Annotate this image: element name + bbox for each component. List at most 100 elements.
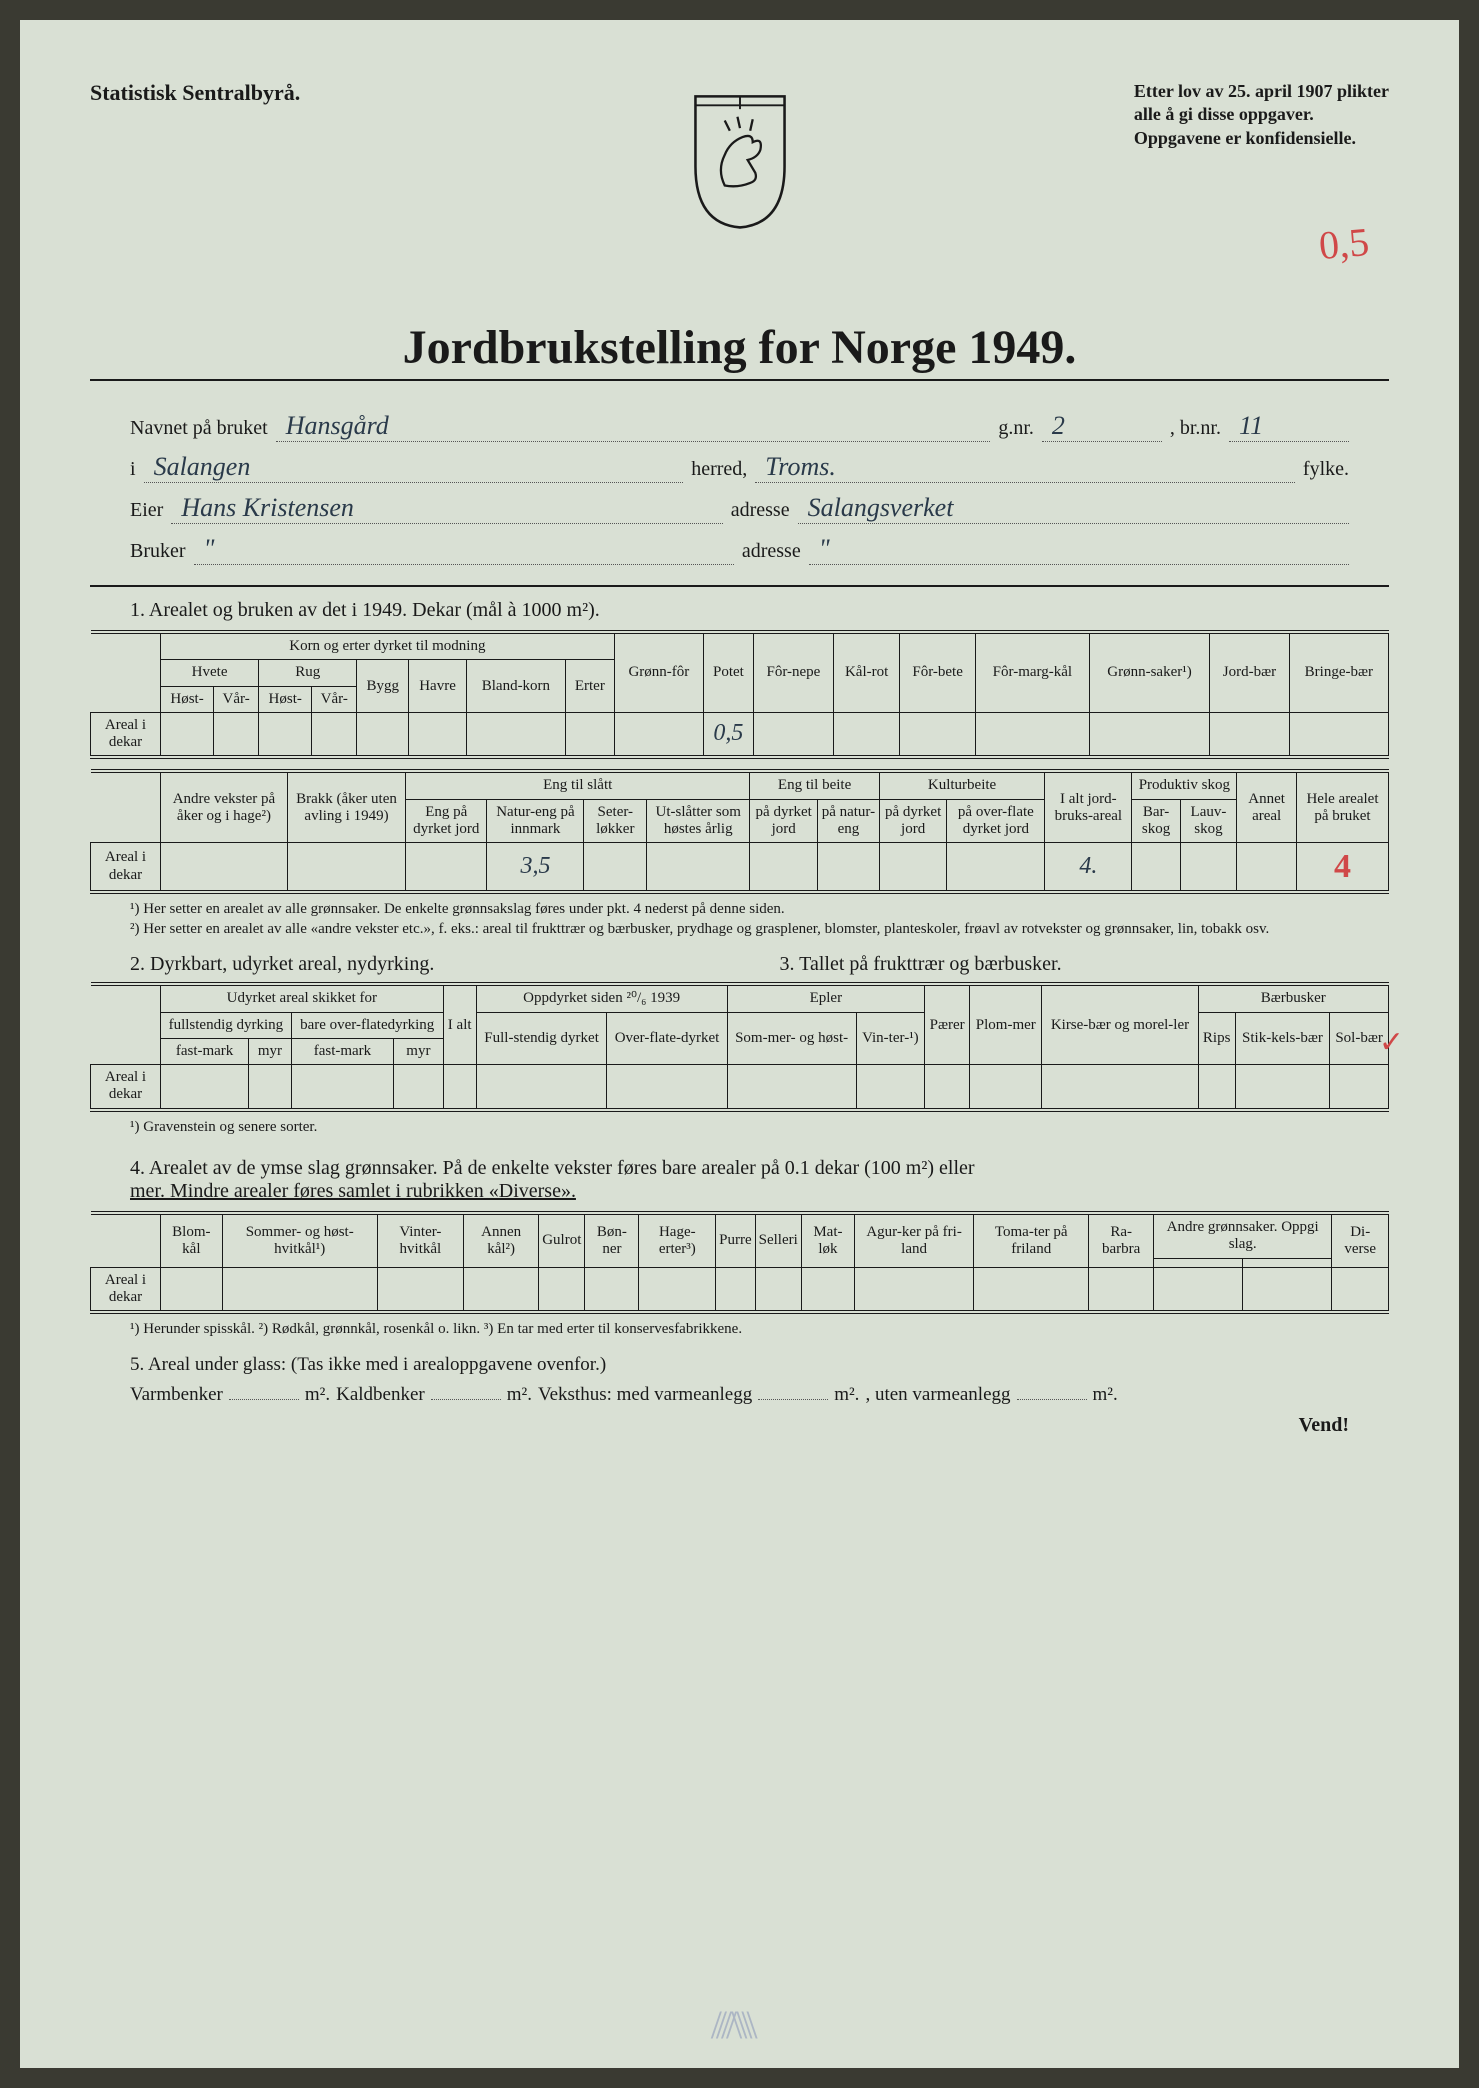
bruker-field: "	[194, 534, 734, 565]
vinterkal-header: Vinter-hvitkål	[377, 1213, 463, 1267]
brnr-field: 11	[1229, 411, 1349, 442]
cell	[539, 1267, 585, 1312]
potet-value: 0,5	[704, 712, 754, 757]
eng-slatt-group: Eng til slått	[406, 771, 750, 799]
cell	[1198, 1065, 1235, 1110]
veksthus-uten-field	[1017, 1399, 1087, 1400]
cell	[585, 1267, 639, 1312]
over-dyrket-header: Over-flate-dyrket	[607, 1012, 727, 1065]
forbete-header: Fôr-bete	[900, 632, 976, 712]
stikkels-header: Stik-kels-bær	[1235, 1012, 1329, 1065]
cell	[222, 1267, 377, 1312]
fastmark-2-header: fast-mark	[291, 1038, 393, 1064]
cell	[1089, 712, 1209, 757]
lauvskog-header: Lauv-skog	[1180, 799, 1237, 843]
cell	[716, 1267, 756, 1312]
cell	[970, 1065, 1042, 1110]
barskog-header: Bar-skog	[1132, 799, 1180, 843]
cell	[900, 712, 976, 757]
page-title: Jordbrukstelling for Norge 1949.	[90, 320, 1389, 381]
cell	[1235, 1065, 1329, 1110]
myr-2-header: myr	[394, 1038, 444, 1064]
brnr-label: , br.nr.	[1170, 417, 1221, 440]
cell	[214, 712, 259, 757]
cell	[647, 843, 750, 893]
cell	[476, 1065, 607, 1110]
kaldbenker-label: Kaldbenker	[336, 1384, 425, 1406]
bare-overflate-header: bare over-flatedyrking	[291, 1012, 443, 1038]
cell	[1210, 712, 1289, 757]
jordbar-header: Jord-bær	[1210, 632, 1289, 712]
potet-header: Potet	[704, 632, 754, 712]
eng-beite-group: Eng til beite	[750, 771, 879, 799]
kultur-dyrket-header: på dyrket jord	[879, 799, 947, 843]
annenkal-header: Annen kål²)	[464, 1213, 539, 1267]
hele-arealet-value: 4	[1296, 843, 1388, 893]
section-2-3-headings: 2. Dyrkbart, udyrket areal, nydyrking. 3…	[90, 953, 1389, 976]
cell	[443, 1065, 476, 1110]
kultur-overflate-header: på over-flate dyrket jord	[947, 799, 1045, 843]
cell	[1289, 712, 1388, 757]
adresse-label-2: adresse	[742, 540, 801, 563]
cell	[947, 843, 1045, 893]
formargkal-header: Fôr-marg-kål	[975, 632, 1089, 712]
epler-group: Epler	[727, 984, 925, 1012]
cell	[974, 1267, 1089, 1312]
cell	[1330, 1065, 1389, 1110]
section-3-heading: 3. Tallet på frukttrær og bærbusker.	[740, 953, 1390, 976]
beite-natureng-header: på natur-eng	[818, 799, 880, 843]
cell	[406, 843, 487, 893]
utslatter-header: Ut-slåtter som høstes årlig	[647, 799, 750, 843]
cell	[566, 712, 615, 757]
herred-field: Salangen	[144, 452, 684, 483]
natureng-header: Natur-eng på innmark	[487, 799, 584, 843]
cell	[466, 712, 565, 757]
bruker-label: Bruker	[130, 540, 186, 563]
coat-of-arms-icon	[675, 90, 805, 230]
fullstendig-header: fullstendig dyrking	[161, 1012, 292, 1038]
cell	[377, 1267, 463, 1312]
section-4-line-1: 4. Arealet av de ymse slag grønnsaker. P…	[130, 1157, 975, 1179]
tomater-header: Toma-ter på friland	[974, 1213, 1089, 1267]
vinter-header: Vin-ter-¹)	[856, 1012, 924, 1065]
blandkorn-header: Bland-korn	[466, 660, 565, 713]
andre-2-header	[1243, 1258, 1332, 1267]
cell	[750, 843, 818, 893]
section-2-footnote: ¹) Gravenstein og senere sorter.	[130, 1118, 1389, 1138]
cell	[1332, 1267, 1389, 1312]
herred-label: herred,	[691, 458, 747, 481]
cell	[1042, 1065, 1198, 1110]
uten-label: , uten varmeanlegg	[865, 1384, 1010, 1406]
varmbenker-field	[229, 1399, 299, 1400]
cell	[1180, 843, 1237, 893]
kirse-header: Kirse-bær og morel-ler	[1042, 984, 1198, 1064]
farm-identification: Navnet på bruket Hansgård g.nr. 2 , br.n…	[90, 411, 1389, 565]
footnote-2: ²) Her setter en arealet av alle «andre …	[130, 920, 1389, 940]
cell	[357, 712, 409, 757]
section-4-line-2: mer. Mindre arealer føres samlet i rubri…	[130, 1180, 576, 1202]
eier-label: Eier	[130, 499, 163, 522]
fylke-field: Troms.	[755, 452, 1295, 483]
gnr-field: 2	[1042, 411, 1162, 442]
table-1b-land-use: Andre vekster på åker og i hage²) Brakk …	[90, 769, 1389, 894]
legal-notice: Etter lov av 25. april 1907 plikter alle…	[1134, 80, 1389, 150]
cell	[1153, 1267, 1242, 1312]
eier-adresse-field: Salangsverket	[798, 493, 1349, 524]
fornepe-header: Fôr-nepe	[753, 632, 833, 712]
row-label-1b: Areal i dekar	[91, 843, 161, 893]
matlok-header: Mat-løk	[801, 1213, 854, 1267]
red-checkmark-icon: ✓	[1379, 1025, 1404, 1060]
ialt-header: I alt	[443, 984, 476, 1064]
cell	[753, 712, 833, 757]
cell	[925, 1065, 970, 1110]
cell	[879, 843, 947, 893]
hvete-header: Hvete	[161, 660, 259, 686]
footnote-1: ¹) Her setter en arealet av alle grønnsa…	[130, 900, 1389, 920]
cell	[1237, 843, 1297, 893]
agurker-header: Agur-ker på fri-land	[855, 1213, 974, 1267]
kulturbeite-group: Kulturbeite	[879, 771, 1044, 799]
row-label-2: Areal i dekar	[91, 1065, 161, 1110]
cell	[161, 712, 214, 757]
cell	[584, 843, 647, 893]
cell	[639, 1267, 716, 1312]
